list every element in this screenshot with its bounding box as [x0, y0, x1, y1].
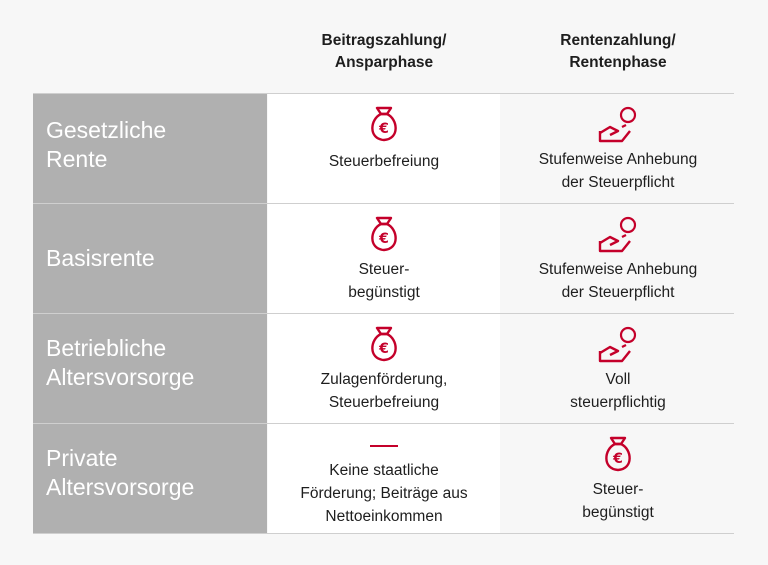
table-row: Betriebliche Altersvorsorge € Zulagenför… — [33, 313, 734, 423]
cell-text-line: steuerpflichtig — [570, 394, 666, 411]
cell-text-line: Steuerbefreiung — [328, 153, 440, 170]
row-label: Basisrente — [33, 204, 267, 313]
comparison-table: Gesetzliche Rente € Steuerbefreiung — [33, 93, 734, 534]
cell-text-line: Förderung; Beiträge aus — [300, 485, 468, 502]
row-label-line: Rente — [46, 146, 108, 172]
svg-text:€: € — [378, 121, 389, 137]
cell-text: Steuer- begünstigt — [502, 478, 734, 524]
cell-text-line: begünstigt — [582, 504, 654, 521]
row-label: Private Altersvorsorge — [33, 424, 267, 533]
cell-text: Voll steuerpflichtig — [502, 368, 734, 414]
cell-text-line: Voll — [605, 371, 631, 388]
row-label-line: Private — [46, 445, 118, 471]
row-label-line: Basisrente — [46, 245, 155, 271]
dash-icon — [370, 445, 398, 447]
svg-text:€: € — [378, 231, 389, 247]
cell-text: Stufenweise Anhebung der Steuerpflicht — [502, 258, 734, 304]
column-header-payout-phase: Rentenzahlung/ Rentenphase — [502, 30, 734, 80]
row-label: Betriebliche Altersvorsorge — [33, 314, 267, 423]
payout-cell: Voll steuerpflichtig — [502, 314, 734, 423]
cell-text-line: Zulagenförderung, — [320, 371, 448, 388]
hand-coin-icon — [598, 326, 637, 363]
cell-text-line: der Steuerpflicht — [561, 174, 675, 191]
cell-text-line: Steuer- — [358, 261, 410, 278]
contribution-cell: € Steuerbefreiung — [268, 94, 500, 203]
contribution-cell: Keine staatliche Förderung; Beiträge aus… — [268, 424, 500, 533]
svg-text:€: € — [378, 341, 389, 357]
row-label-line: Betriebliche — [46, 335, 167, 361]
svg-text:€: € — [612, 451, 623, 467]
money-bag-euro-icon: € — [605, 436, 631, 472]
row-label-line: Altersvorsorge — [46, 364, 195, 390]
cell-text-line: Steuer- — [592, 481, 644, 498]
cell-text-line: Stufenweise Anhebung — [538, 261, 698, 278]
row-label-line: Altersvorsorge — [46, 474, 195, 500]
column-header-line: Beitragszahlung/ — [321, 32, 447, 49]
hand-coin-icon — [598, 106, 637, 143]
cell-text-line: Keine staatliche — [329, 462, 439, 479]
payout-cell: Stufenweise Anhebung der Steuerpflicht — [502, 94, 734, 203]
payout-cell: € Steuer- begünstigt — [502, 424, 734, 533]
payout-cell: Stufenweise Anhebung der Steuerpflicht — [502, 204, 734, 313]
column-header-line: Ansparphase — [334, 54, 434, 71]
hand-coin-icon — [598, 216, 637, 253]
cell-text: Keine staatliche Förderung; Beiträge aus… — [268, 459, 500, 528]
row-label-line: Gesetzliche — [46, 117, 167, 143]
money-bag-euro-icon: € — [371, 216, 397, 252]
table-row: Basisrente € Steuer- begünstigt — [33, 203, 734, 313]
column-header-line: Rentenphase — [569, 54, 667, 71]
cell-text: Stufenweise Anhebung der Steuerpflicht — [502, 148, 734, 194]
money-bag-euro-icon: € — [371, 106, 397, 142]
contribution-cell: € Zulagenförderung, Steuerbefreiung — [268, 314, 500, 423]
cell-text-line: Steuerbefreiung — [328, 394, 440, 411]
row-label: Gesetzliche Rente — [33, 94, 267, 203]
table-row: Private Altersvorsorge Keine staatliche … — [33, 423, 734, 534]
contribution-cell: € Steuer- begünstigt — [268, 204, 500, 313]
cell-text: Zulagenförderung, Steuerbefreiung — [268, 368, 500, 414]
cell-text-line: Stufenweise Anhebung — [538, 151, 698, 168]
cell-text-line: begünstigt — [348, 284, 420, 301]
cell-text-line: der Steuerpflicht — [561, 284, 675, 301]
cell-text: Steuer- begünstigt — [268, 258, 500, 304]
cell-text: Steuerbefreiung — [268, 150, 500, 173]
cell-text-line: Nettoeinkommen — [325, 508, 443, 525]
column-header-contribution-phase: Beitragszahlung/ Ansparphase — [268, 30, 500, 80]
table-row: Gesetzliche Rente € Steuerbefreiung — [33, 93, 734, 203]
column-header-line: Rentenzahlung/ — [560, 32, 676, 49]
money-bag-euro-icon: € — [371, 326, 397, 362]
